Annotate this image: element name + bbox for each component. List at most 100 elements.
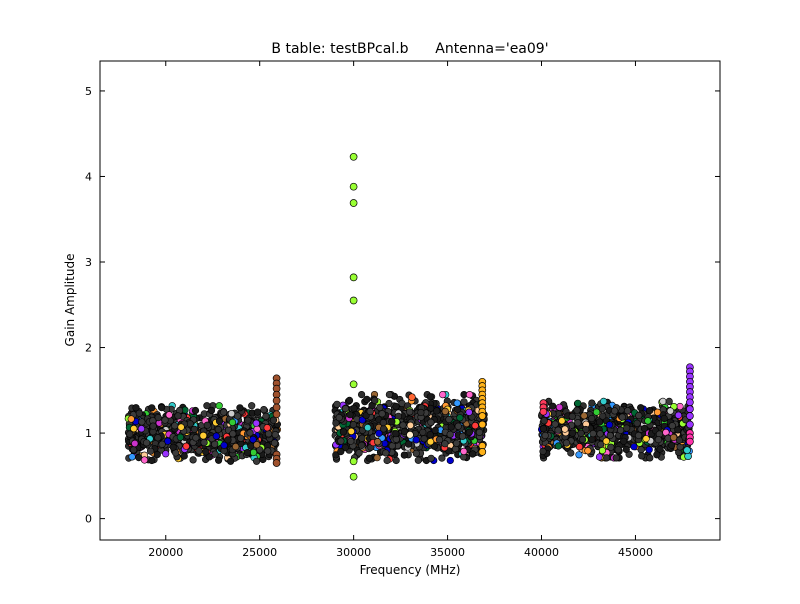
- data-point: [597, 440, 605, 449]
- data-point: [195, 447, 203, 455]
- data-point: [654, 436, 663, 444]
- data-point: [158, 440, 166, 448]
- data-point: [640, 424, 649, 433]
- data-point: [404, 440, 413, 448]
- data-point: [683, 446, 691, 455]
- data-point: [349, 199, 358, 207]
- data-point: [272, 403, 281, 412]
- data-point: [539, 407, 548, 416]
- data-point: [622, 445, 630, 454]
- data-point: [148, 456, 156, 465]
- data-point: [355, 449, 363, 457]
- data-point: [207, 406, 216, 415]
- y-tick-label: 1: [85, 427, 92, 440]
- data-point: [578, 435, 587, 444]
- data-point: [412, 449, 420, 458]
- series-4: [686, 429, 694, 446]
- data-point: [349, 296, 358, 305]
- data-point: [180, 452, 188, 460]
- data-point: [263, 424, 271, 432]
- data-point: [419, 428, 427, 436]
- series-6: [539, 399, 548, 416]
- data-point: [430, 442, 439, 450]
- data-point: [426, 393, 434, 401]
- data-point: [128, 453, 136, 461]
- data-point: [265, 430, 273, 438]
- data-point: [406, 421, 415, 430]
- data-point: [131, 439, 139, 448]
- data-point: [414, 456, 422, 464]
- data-point: [623, 424, 631, 432]
- data-point: [260, 406, 268, 414]
- y-tick-label: 0: [85, 513, 92, 526]
- data-point: [383, 456, 391, 465]
- data-point: [140, 456, 149, 464]
- data-point: [427, 454, 435, 462]
- data-point: [653, 408, 662, 416]
- data-point: [232, 443, 240, 451]
- data-point: [400, 427, 409, 436]
- series-7: [199, 431, 208, 440]
- data-point: [554, 442, 563, 450]
- data-point: [607, 443, 615, 451]
- data-point: [471, 422, 479, 430]
- data-point: [262, 412, 270, 421]
- data-point: [659, 397, 667, 406]
- data-point: [253, 441, 261, 449]
- data-point: [271, 439, 279, 447]
- data-point: [358, 434, 366, 442]
- data-point: [215, 417, 224, 425]
- data-point: [227, 410, 236, 418]
- series-3: [686, 363, 694, 429]
- data-point: [588, 414, 596, 423]
- data-point: [630, 443, 638, 451]
- data-point: [420, 435, 428, 443]
- data-point: [580, 412, 588, 420]
- data-point: [385, 391, 394, 399]
- data-point: [686, 405, 694, 413]
- data-point: [349, 472, 358, 481]
- data-point: [584, 447, 592, 455]
- data-point: [638, 452, 646, 460]
- data-point: [614, 446, 622, 454]
- data-point: [147, 447, 155, 455]
- data-point: [154, 434, 162, 442]
- data-point: [454, 405, 462, 414]
- y-axis-label: Gain Amplitude: [63, 254, 77, 347]
- data-point: [349, 182, 358, 191]
- data-point: [366, 407, 374, 416]
- data-point: [130, 446, 138, 454]
- data-point: [227, 457, 235, 465]
- data-point: [375, 429, 383, 437]
- data-point: [332, 451, 340, 459]
- data-point: [426, 438, 435, 446]
- data-point: [203, 402, 211, 410]
- data-point: [211, 440, 219, 448]
- data-point: [573, 406, 581, 414]
- data-point: [540, 417, 548, 425]
- data-point: [445, 415, 453, 424]
- data-point: [191, 406, 200, 415]
- data-point: [466, 391, 474, 399]
- data-point: [465, 428, 474, 436]
- data-point: [635, 411, 643, 420]
- data-point: [182, 442, 190, 450]
- series-9: [408, 393, 416, 402]
- data-point: [595, 418, 604, 426]
- data-point: [567, 449, 575, 457]
- data-point: [549, 402, 557, 410]
- data-point: [246, 429, 254, 437]
- data-point: [475, 428, 484, 437]
- data-point: [417, 408, 425, 417]
- data-point: [247, 442, 255, 450]
- data-point: [674, 411, 683, 419]
- series-0: [349, 152, 358, 481]
- data-point: [162, 450, 170, 458]
- data-point: [202, 448, 210, 456]
- data-point: [220, 441, 228, 449]
- data-point: [554, 426, 562, 434]
- data-point: [153, 451, 161, 459]
- data-point: [341, 405, 350, 413]
- data-point: [158, 404, 166, 412]
